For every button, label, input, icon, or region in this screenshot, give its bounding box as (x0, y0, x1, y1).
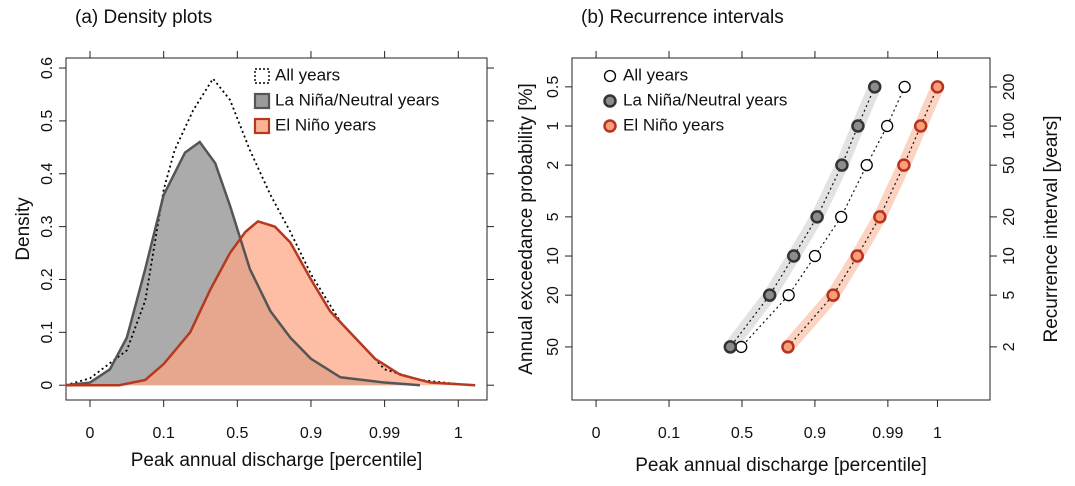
x-tick-label: 0.99 (369, 425, 400, 442)
point (835, 158, 849, 172)
point (873, 210, 887, 224)
legend-label: El Niño years (275, 115, 376, 134)
point (851, 119, 865, 133)
legend-symbol (603, 94, 617, 108)
point (930, 80, 945, 94)
y-axis-title: Density (13, 197, 34, 261)
y-tick-label: 10 (545, 247, 562, 265)
legend-label: El Niño years (623, 115, 724, 134)
point (835, 210, 848, 224)
x-tick-label: 0.9 (300, 425, 322, 442)
y-tick-label: 1 (545, 121, 562, 130)
x-tick-label: 1 (933, 425, 942, 442)
y2-tick-label: 10 (1001, 247, 1018, 265)
x-tick-label: 0.5 (731, 425, 753, 442)
x-tick-label: 0 (592, 425, 601, 442)
y2-axis-title: Recurrence interval [years] (1041, 115, 1062, 342)
y-tick-label: 20 (545, 286, 562, 304)
point (913, 119, 928, 133)
x-tick-label: 0.1 (153, 425, 175, 442)
point (897, 158, 911, 172)
chart-title: (a) Density plots (75, 7, 212, 28)
plot-frame (65, 57, 488, 401)
y2-tick-label: 200 (1001, 73, 1018, 100)
legend-symbol (254, 68, 270, 84)
legend-symbol (603, 119, 617, 133)
y-tick-label: 0.3 (39, 215, 56, 237)
point (762, 288, 777, 302)
density-line (65, 77, 476, 387)
point (787, 249, 801, 263)
y-tick-label: 0.6 (39, 57, 56, 79)
point (782, 289, 795, 302)
y-tick-label: 0.4 (39, 163, 56, 185)
point (808, 249, 822, 263)
y2-tick-label: 2 (1001, 342, 1018, 351)
y-tick-label: 0.2 (39, 268, 56, 290)
x-axis-title: Peak annual discharge [percentile] (131, 450, 423, 471)
y2-tick-label: 20 (1001, 208, 1018, 226)
point (880, 119, 894, 133)
y-tick-label: 0.5 (39, 110, 56, 132)
point (860, 158, 873, 172)
x-tick-label: 0.5 (226, 425, 248, 442)
chart-title: (b) Recurrence intervals (581, 7, 784, 28)
legend-label: All years (275, 65, 340, 84)
y-tick-label: 50 (545, 338, 562, 356)
y-tick-label: 0.5 (545, 76, 562, 98)
point (735, 340, 748, 354)
point (898, 80, 911, 93)
y2-tick-label: 100 (1001, 113, 1018, 140)
plot-frame (571, 57, 991, 401)
x-tick-label: 0.1 (658, 425, 680, 442)
point (867, 80, 882, 94)
x-axis-title: Peak annual discharge [percentile] (635, 455, 927, 476)
point (826, 288, 840, 302)
x-tick-label: 0.9 (804, 425, 826, 442)
y-tick-label: 0.1 (39, 321, 56, 343)
x-tick-label: 1 (454, 425, 463, 442)
legend-label: La Niña/Neutral years (275, 90, 439, 109)
legend-label: All years (623, 65, 688, 84)
y-tick-label: 5 (545, 212, 562, 221)
legend-symbol (253, 117, 271, 135)
legend-symbol (603, 69, 617, 83)
y-axis-title: Annual exceedance probability [%] (516, 83, 537, 375)
density-line (65, 219, 476, 387)
x-tick-label: 0 (86, 425, 95, 442)
y2-tick-label: 5 (1001, 291, 1018, 300)
point (781, 340, 795, 354)
legend-symbol (253, 92, 271, 110)
density-line (65, 140, 421, 387)
y2-tick-label: 50 (1001, 156, 1018, 174)
x-tick-label: 0.99 (872, 425, 903, 442)
point (850, 249, 864, 263)
y-tick-label: 2 (545, 161, 562, 170)
density-area (65, 221, 476, 386)
legend-label: La Niña/Neutral years (623, 90, 787, 109)
point (810, 210, 824, 224)
y-tick-label: 0 (39, 381, 56, 390)
point (723, 340, 738, 354)
